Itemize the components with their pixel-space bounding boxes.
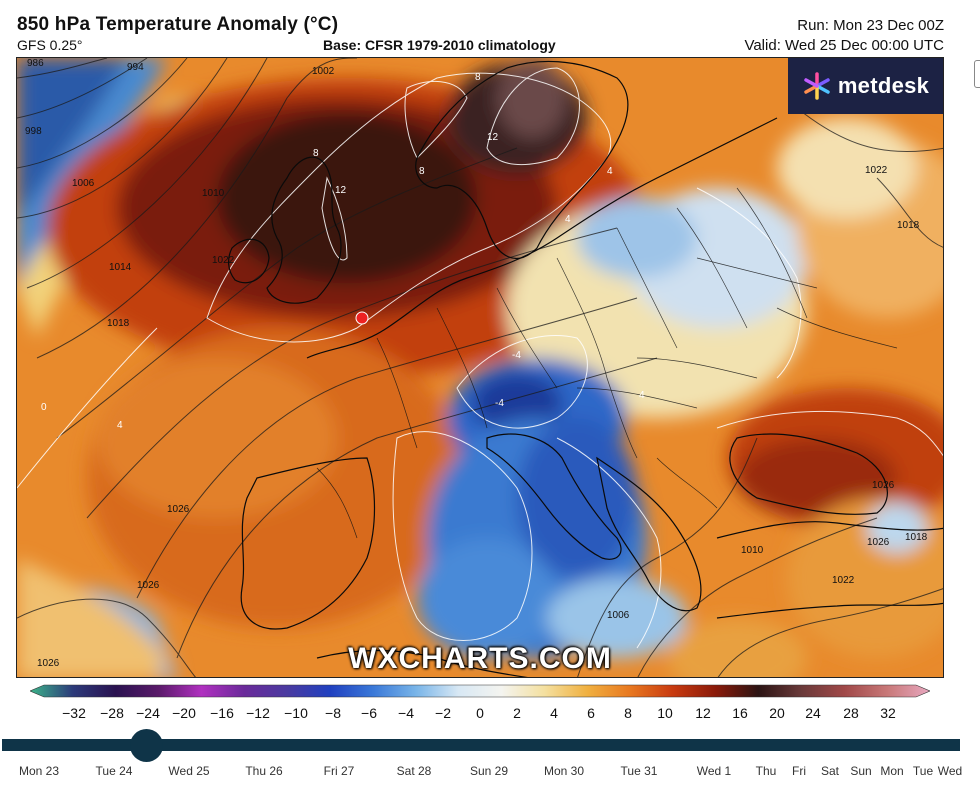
colorbar-tick-label: −20 [172, 705, 196, 721]
colorbar-tick-label: −28 [100, 705, 124, 721]
isobar-label-layer: 994 998 1006 1010 1014 1018 1022 1026 1026 1022 10… [25, 58, 928, 669]
valid-time-label: Valid: Wed 25 Dec 00:00 UTC [744, 37, 944, 54]
colorbar-tick-label: −6 [361, 705, 377, 721]
colorbar-tick-label: −8 [325, 705, 341, 721]
timeline-day-label[interactable]: Sun 29 [469, 764, 509, 778]
colorbar [30, 684, 930, 698]
isobar-label: 1026 [167, 504, 190, 515]
colorbar-tick-label: −2 [435, 705, 451, 721]
run-time-label: Run: Mon 23 Dec 00Z [797, 17, 944, 34]
isobar-label: 1018 [107, 318, 130, 329]
anomaly-label-layer: 8 8 12 12 8 4 4 -4 -4 4 0 4 [41, 72, 645, 431]
colorbar-tick-label: −32 [62, 705, 86, 721]
isobar-label: 1018 [905, 532, 928, 543]
country-borders [316, 187, 898, 539]
base-climatology-label: Base: CFSR 1979-2010 climatology [323, 37, 556, 53]
anomaly-contours [17, 67, 943, 649]
colorbar-tick-label: −12 [246, 705, 270, 721]
anomaly-contour-label: 0 [41, 402, 47, 413]
isobar-label: 994 [127, 62, 144, 73]
timeline-day-label[interactable]: Sat 28 [396, 764, 432, 778]
timeline-day-label[interactable]: Thu 26 [245, 764, 283, 778]
timeline-day-label[interactable]: Fri [792, 764, 806, 778]
side-panel-tab[interactable] [974, 60, 980, 88]
isobar-label: 1022 [212, 255, 235, 266]
anomaly-contour-label: 4 [117, 420, 123, 431]
isobar-label: 1026 [867, 537, 890, 548]
timeline-day-label[interactable]: Sat [820, 764, 840, 778]
colorbar-tick-label: −16 [210, 705, 234, 721]
anomaly-shading [17, 58, 943, 677]
timeline-day-label[interactable]: Tue [912, 764, 934, 778]
timeline-day-label[interactable]: Thu [755, 764, 777, 778]
timeline-day-label[interactable]: Fri 27 [323, 764, 355, 778]
metdesk-logo-icon [804, 72, 830, 100]
timeline-day-label[interactable]: Mon [880, 764, 904, 778]
timeline-day-label[interactable]: Mon 23 [18, 764, 60, 778]
colorbar-tick-label: 2 [513, 705, 521, 721]
isobar-lines [17, 58, 943, 677]
colorbar-tick-label: 24 [805, 705, 821, 721]
anomaly-contour-label: -4 [512, 350, 521, 361]
colorbar-tick-label: 16 [732, 705, 748, 721]
timeline-day-label[interactable]: Mon 30 [543, 764, 585, 778]
timeline-day-label[interactable]: Wed 25 [168, 764, 210, 778]
timeline-slider-handle[interactable] [129, 729, 163, 762]
timeline-day-label[interactable]: Wed [937, 764, 963, 778]
timeline-day-label[interactable]: Tue 24 [95, 764, 133, 778]
chart-title: 850 hPa Temperature Anomaly (°C) [17, 14, 339, 35]
colorbar-tick-label: 6 [587, 705, 595, 721]
isobar-label: 1006 [607, 610, 630, 621]
isobar-label: 1022 [832, 575, 855, 586]
colorbar-tick-label: −10 [284, 705, 308, 721]
model-label: GFS 0.25° [17, 37, 83, 53]
anomaly-contour-label: 4 [607, 166, 613, 177]
metdesk-logo[interactable]: metdesk [788, 58, 943, 114]
anomaly-contour-label: 12 [335, 185, 347, 196]
timeline-track[interactable] [2, 739, 960, 751]
colorbar-tick-labels: −32 −28 −24 −20 −16 −12 −10 −8 −6 −4 −2 0 2 4 6 8 10 12 16… [0, 705, 980, 723]
colorbar-tick-label: 28 [843, 705, 859, 721]
map-canvas: 994 998 1006 1010 1014 1018 1022 1026 1026 1022 10… [17, 58, 943, 677]
colorbar-tick-label: 12 [695, 705, 711, 721]
colorbar-tick-label: −24 [136, 705, 160, 721]
timeline-day-labels: Mon 23 Tue 24 Wed 25 Thu 26 Fri 27 Sat 28 Sun … [0, 764, 980, 780]
isobar-label: 986 [27, 58, 44, 69]
timeline-day-label[interactable]: Sun [850, 764, 872, 778]
anomaly-contour-label: -4 [495, 398, 504, 409]
isobar-label: 1006 [72, 178, 95, 189]
anomaly-contour-label: 4 [565, 214, 571, 225]
timeline-day-label[interactable]: Tue 31 [620, 764, 658, 778]
location-marker[interactable] [355, 311, 369, 325]
colorbar-tick-label: 8 [624, 705, 632, 721]
isobar-label: 1026 [37, 658, 60, 669]
isobar-label: 1018 [897, 220, 920, 231]
anomaly-contour-label: 4 [639, 390, 645, 401]
timeline-day-label[interactable]: Wed 1 [696, 764, 732, 778]
colorbar-tick-label: 4 [550, 705, 558, 721]
anomaly-contour-label: 8 [313, 148, 319, 159]
isobar-label: 1026 [137, 580, 160, 591]
colorbar-tick-label: 10 [657, 705, 673, 721]
anomaly-map[interactable]: 994 998 1006 1010 1014 1018 1022 1026 1026 1022 10… [16, 57, 944, 678]
wxcharts-watermark: WXCHARTS.COM [348, 642, 612, 675]
isobar-label: 1010 [202, 188, 225, 199]
isobar-label: 1002 [312, 66, 335, 77]
colorbar-tick-label: 32 [880, 705, 896, 721]
isobar-label: 1014 [109, 262, 132, 273]
isobar-label: 1026 [872, 480, 895, 491]
anomaly-contour-label: 12 [487, 132, 499, 143]
coastlines [228, 60, 943, 677]
colorbar-gradient [30, 684, 930, 698]
colorbar-tick-label: 20 [769, 705, 785, 721]
isobar-label: 1022 [865, 165, 888, 176]
colorbar-tick-label: 0 [476, 705, 484, 721]
anomaly-contour-label: 8 [475, 72, 481, 83]
isobar-label: 1010 [741, 545, 764, 556]
anomaly-contour-label: 8 [419, 166, 425, 177]
metdesk-logo-text: metdesk [837, 73, 930, 98]
colorbar-tick-label: −4 [398, 705, 414, 721]
isobar-label: 998 [25, 126, 42, 137]
